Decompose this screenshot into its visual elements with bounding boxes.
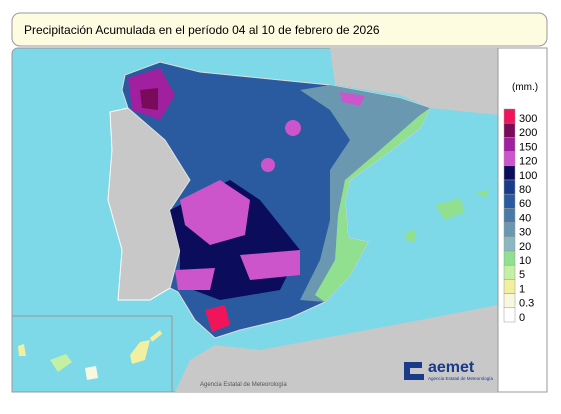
logo-name: aemet [428, 359, 475, 376]
coast-zone [315, 108, 430, 302]
blob-h [261, 158, 275, 172]
footer: Agencia Estatal de Meteorología [200, 382, 287, 388]
legend-label: 1 [519, 283, 525, 295]
blob-d [205, 305, 230, 332]
legend-swatch [503, 236, 516, 252]
mallorca [435, 198, 465, 220]
legend-swatch [503, 250, 516, 266]
island [130, 340, 150, 364]
blob-b [240, 250, 300, 280]
island [50, 354, 72, 372]
blob-a [180, 180, 250, 245]
menorca [475, 190, 488, 198]
legend-label: 100 [519, 170, 537, 182]
legend-swatch [503, 151, 516, 167]
legend-label: 40 [519, 212, 531, 224]
canarias-inset [11, 315, 173, 393]
legend-swatch [503, 179, 516, 195]
legend-swatch [503, 307, 516, 323]
legend-swatch [503, 137, 516, 152]
island [150, 330, 162, 342]
legend-label: 10 [519, 255, 531, 267]
legend-swatch [503, 208, 516, 223]
legend-swatch [503, 122, 516, 138]
title: Precipitación Acumulada en el período 04… [24, 23, 380, 37]
africa [175, 305, 498, 392]
ibiza [405, 230, 416, 242]
logo-icon [404, 362, 424, 380]
island [85, 366, 98, 380]
legend-swatch [503, 264, 516, 280]
legend: 300 200 150 120 100 80 60 40 30 20 10 5 1 0.3 0 [503, 108, 537, 324]
legend-label: 30 [519, 227, 531, 239]
blob-i [340, 92, 365, 106]
blob-g [285, 120, 301, 136]
blob-f [140, 88, 158, 110]
logo-subtitle: Agencia Estatal de Meteorología [428, 376, 494, 381]
legend-label: 60 [519, 198, 531, 210]
legend-swatch [503, 193, 516, 209]
legend-label: 0.3 [519, 298, 534, 310]
legend-label: 200 [519, 127, 537, 139]
legend-swatch [503, 165, 516, 181]
legend-swatch [503, 222, 516, 238]
island [18, 344, 26, 356]
legend-label: 5 [519, 269, 525, 281]
legend-unit: (mm.) [512, 82, 538, 93]
legend-label: 20 [519, 241, 531, 253]
legend-label: 0 [519, 312, 525, 324]
legend-swatch [503, 293, 516, 309]
legend-label: 150 [519, 141, 537, 153]
france [330, 48, 547, 120]
title-box [11, 12, 548, 47]
legend-label: 300 [519, 113, 537, 125]
blob-c [175, 268, 215, 290]
legend-swatch [503, 279, 516, 294]
legend-label: 80 [519, 184, 531, 196]
legend-label: 120 [519, 156, 537, 168]
legend-swatch [503, 108, 516, 124]
